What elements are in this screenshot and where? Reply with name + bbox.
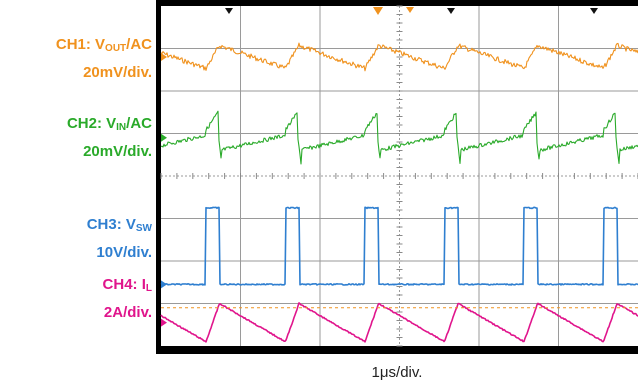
top-marker xyxy=(590,8,598,14)
ch1-prefix: CH1: V xyxy=(55,36,106,53)
ch1-sub: OUT xyxy=(105,43,127,54)
ch2-scale: 20mV/div. xyxy=(83,143,152,160)
ch1-scale: 20mV/div. xyxy=(83,64,152,81)
grid xyxy=(160,5,638,347)
markers xyxy=(161,7,598,327)
ch2-sub: IN xyxy=(116,122,127,133)
scope-plot xyxy=(156,0,638,354)
trigger-marker xyxy=(406,7,414,13)
traces xyxy=(160,42,638,343)
ch1-name: CH1: VOUT/AC xyxy=(56,36,152,56)
ch4-prefix: CH4: I xyxy=(102,276,146,293)
ch2-suffix: /AC xyxy=(126,115,152,132)
oscilloscope-display xyxy=(156,0,638,354)
ch4-label: CH4: IL 2A/div. xyxy=(103,276,152,322)
ch4-sub: L xyxy=(145,283,152,294)
channel-ground-marker xyxy=(161,53,167,61)
ch2-prefix: CH2: V xyxy=(66,115,117,132)
ch2-name: CH2: VIN/AC xyxy=(67,115,152,135)
ch1-label: CH1: VOUT/AC 20mV/div. xyxy=(56,36,152,82)
ch3-name: CH3: VSW xyxy=(87,216,152,236)
trigger-marker xyxy=(373,7,383,15)
ch3-vsw-trace xyxy=(160,206,638,286)
channel-ground-marker xyxy=(161,133,167,142)
ch4-il-trace xyxy=(160,302,638,343)
ch3-prefix: CH3: V xyxy=(86,216,136,233)
ch2-vin-trace xyxy=(160,110,638,165)
ch4-scale: 2A/div. xyxy=(103,304,152,321)
ch3-scale: 10V/div. xyxy=(96,244,152,261)
x-axis-label: 1μs/div. xyxy=(371,364,423,381)
ch3-label: CH3: VSW 10V/div. xyxy=(87,216,152,262)
top-marker xyxy=(225,8,233,14)
channel-ground-marker xyxy=(161,318,167,327)
ch4-name: CH4: IL xyxy=(103,276,152,296)
top-marker xyxy=(447,8,455,14)
ch1-suffix: /AC xyxy=(126,36,152,53)
ch1-vout-trace xyxy=(160,42,638,72)
ch2-label: CH2: VIN/AC 20mV/div. xyxy=(67,115,152,161)
ch3-sub: SW xyxy=(135,223,152,234)
channel-ground-marker xyxy=(161,280,167,289)
